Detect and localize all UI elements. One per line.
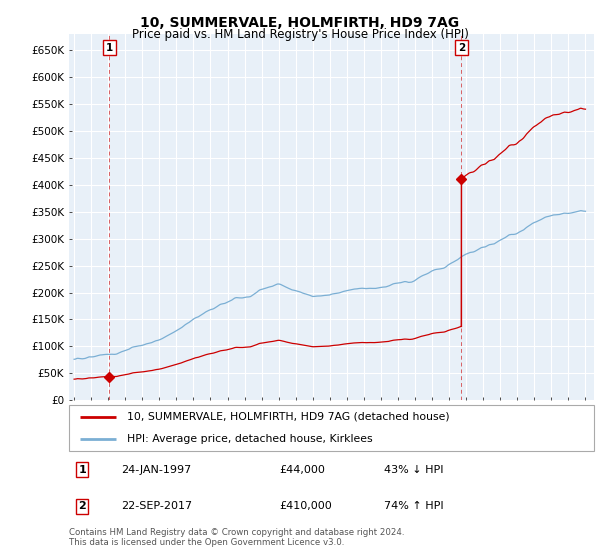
Text: Price paid vs. HM Land Registry's House Price Index (HPI): Price paid vs. HM Land Registry's House … [131, 28, 469, 41]
Text: £410,000: £410,000 [279, 501, 332, 511]
Text: 43% ↓ HPI: 43% ↓ HPI [384, 465, 443, 475]
Text: 1: 1 [106, 43, 113, 53]
Text: 2: 2 [458, 43, 465, 53]
Text: 1: 1 [78, 465, 86, 475]
Text: 10, SUMMERVALE, HOLMFIRTH, HD9 7AG: 10, SUMMERVALE, HOLMFIRTH, HD9 7AG [140, 16, 460, 30]
Text: 74% ↑ HPI: 74% ↑ HPI [384, 501, 443, 511]
Text: 24-JAN-1997: 24-JAN-1997 [121, 465, 192, 475]
Text: Contains HM Land Registry data © Crown copyright and database right 2024.
This d: Contains HM Land Registry data © Crown c… [69, 528, 404, 547]
Text: 2: 2 [78, 501, 86, 511]
Text: 10, SUMMERVALE, HOLMFIRTH, HD9 7AG (detached house): 10, SUMMERVALE, HOLMFIRTH, HD9 7AG (deta… [127, 412, 449, 422]
Text: 22-SEP-2017: 22-SEP-2017 [121, 501, 193, 511]
Text: HPI: Average price, detached house, Kirklees: HPI: Average price, detached house, Kirk… [127, 434, 373, 444]
FancyBboxPatch shape [69, 405, 594, 451]
Text: £44,000: £44,000 [279, 465, 325, 475]
